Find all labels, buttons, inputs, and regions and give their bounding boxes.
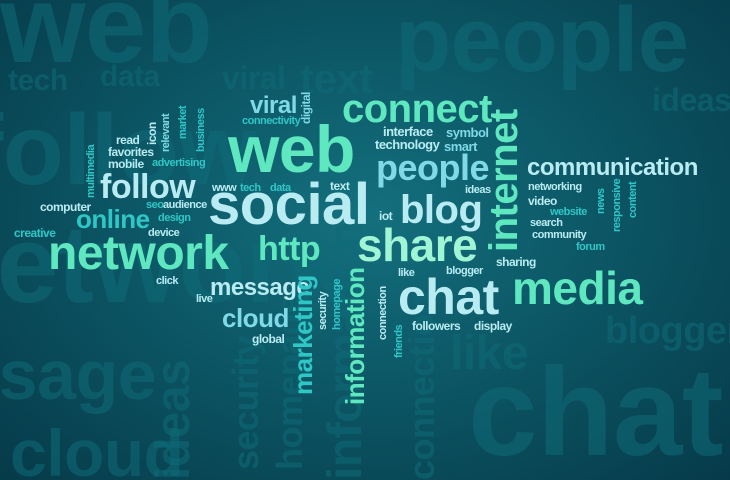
bg-word-network: network: [0, 203, 349, 326]
word-iot: iot: [379, 209, 393, 223]
word-connect: connect: [342, 87, 492, 131]
bg-word-security: security: [225, 335, 266, 470]
word-global: global: [252, 332, 285, 346]
bg-word-web: web: [0, 0, 213, 86]
bg-word-ideas-vertical: ideas: [147, 359, 200, 480]
word-business: business: [195, 108, 207, 152]
word-community: community: [532, 229, 587, 241]
word-seo: seo: [146, 199, 164, 211]
bg-word-like: like: [450, 327, 529, 380]
word-follow: follow: [100, 168, 196, 206]
bg-word-message: message: [0, 336, 157, 414]
word-smart: smart: [444, 139, 477, 154]
word-mobile: mobile: [108, 157, 144, 171]
word-www: www: [212, 182, 237, 194]
word-website: website: [550, 206, 587, 218]
word-web: web: [228, 112, 355, 186]
word-like: like: [398, 267, 415, 279]
word-forum: forum: [576, 241, 605, 253]
word-news: news: [595, 188, 607, 214]
bg-word-people: people: [395, 0, 689, 91]
word-information: information: [340, 267, 370, 406]
word-display: display: [474, 319, 512, 333]
word-message: message: [210, 274, 310, 301]
word-live: live: [196, 293, 213, 305]
word-people: people: [376, 147, 490, 188]
word-http: http: [258, 230, 321, 268]
word-digital: digital: [299, 92, 313, 124]
bg-word-data: data: [100, 60, 160, 93]
bg-word-tech: tech: [8, 64, 68, 97]
word-friends: friends: [393, 324, 405, 358]
word-network: network: [48, 227, 229, 280]
word-relevant: relevant: [160, 113, 172, 152]
word-video: video: [528, 194, 557, 208]
word-ideas: ideas: [465, 184, 491, 196]
word-interface: interface: [383, 124, 433, 139]
word-read: read: [116, 133, 140, 147]
word-tech: tech: [240, 182, 261, 194]
bg-word-ideas: ideas: [652, 82, 730, 118]
word-internet: internet: [482, 109, 526, 252]
bg-word-text: text: [300, 55, 373, 102]
word-audience: audience: [163, 199, 207, 211]
word-cloud: cloud: [222, 303, 289, 333]
word-security: security: [317, 291, 329, 330]
bg-word-follow: follow: [0, 94, 256, 206]
word-technology: technology: [375, 137, 440, 152]
word-icon: icon: [145, 122, 159, 145]
word-sharing: sharing: [496, 255, 536, 269]
word-media: media: [512, 262, 643, 314]
word-data: data: [270, 182, 291, 194]
bg-word-viral: viral: [222, 60, 286, 96]
word-computer: computer: [40, 200, 91, 214]
word-blog: blog: [400, 188, 483, 232]
word-device: device: [148, 227, 180, 239]
bg-word-blogger: blogger: [605, 310, 730, 352]
word-chat: chat: [398, 269, 499, 325]
word-social: social: [208, 172, 370, 237]
word-responsive: responsive: [611, 178, 623, 232]
word-multimedia: multimedia: [85, 144, 97, 198]
word-communication: communication: [527, 154, 698, 181]
word-blogger: blogger: [446, 265, 483, 277]
word-design: design: [158, 212, 191, 224]
word-marketing: marketing: [288, 275, 318, 395]
word-share: share: [357, 219, 478, 271]
word-click: click: [156, 275, 178, 287]
bg-word-chat: chat: [468, 343, 724, 480]
word-content: content: [627, 181, 639, 218]
word-creative: creative: [14, 226, 56, 240]
word-connection: connection: [377, 286, 389, 340]
word-connectivity: connectivity: [242, 115, 301, 127]
word-advertising: advertising: [152, 157, 206, 169]
word-homepage: homepage: [331, 278, 343, 330]
bg-word-cloud: cloud: [10, 416, 184, 480]
word-viral: viral: [250, 92, 297, 119]
word-text: text: [330, 179, 350, 193]
word-networking: networking: [528, 181, 582, 193]
word-followers: followers: [412, 319, 461, 333]
word-search: search: [530, 217, 563, 229]
word-symbol: symbol: [446, 125, 489, 140]
word-online: online: [76, 204, 150, 234]
word-market: market: [177, 105, 189, 139]
word-favorites: favorites: [108, 145, 154, 159]
